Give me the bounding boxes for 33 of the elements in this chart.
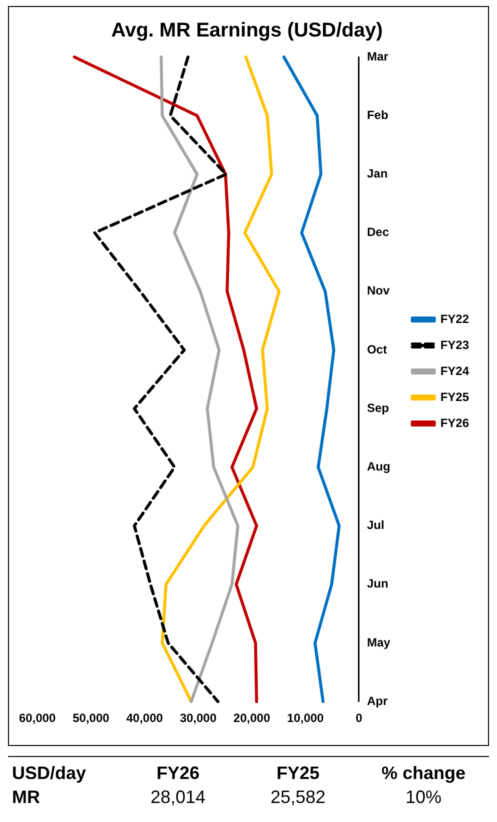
y-tick-label: Jun: [366, 576, 388, 591]
x-tick-label: 50,000: [72, 711, 110, 726]
legend-label: FY25: [440, 390, 470, 404]
text: % change: [380, 762, 467, 785]
y-tick-label: Jul: [366, 518, 384, 532]
x-tick-label: 40,000: [126, 711, 164, 726]
text: 28,014: [149, 786, 207, 809]
x-tick-label: 30,000: [180, 711, 217, 726]
y-tick-label: Dec: [366, 225, 390, 240]
text: 25,582: [269, 786, 327, 809]
y-tick-label: Mar: [366, 49, 389, 64]
y-tick-label: Oct: [366, 342, 387, 356]
legend-label: FY26: [440, 416, 470, 430]
y-tick-label: Aug: [366, 460, 390, 474]
x-tick-label: 60,000: [19, 711, 56, 726]
x-tick-label: 0: [356, 711, 363, 726]
chart-title: Avg. MR Earnings (USD/day): [111, 20, 383, 42]
legend-label: FY24: [440, 364, 470, 378]
y-tick-label: Apr: [366, 694, 388, 708]
y-tick-label: Jan: [366, 166, 388, 181]
text: FY25: [275, 762, 321, 785]
y-tick-label: May: [366, 635, 391, 650]
text: MR: [11, 786, 41, 809]
y-tick-label: Feb: [366, 108, 388, 122]
x-tick-label: 10,000: [287, 711, 324, 726]
text: USD/day: [11, 762, 88, 785]
text: 10%: [404, 786, 443, 809]
text: FY26: [155, 762, 201, 785]
y-tick-label: Sep: [366, 400, 389, 415]
y-tick-label: Nov: [366, 284, 390, 298]
legend-label: FY22: [440, 312, 470, 326]
legend-label: FY23: [440, 338, 470, 352]
x-tick-label: 20,000: [233, 711, 270, 726]
